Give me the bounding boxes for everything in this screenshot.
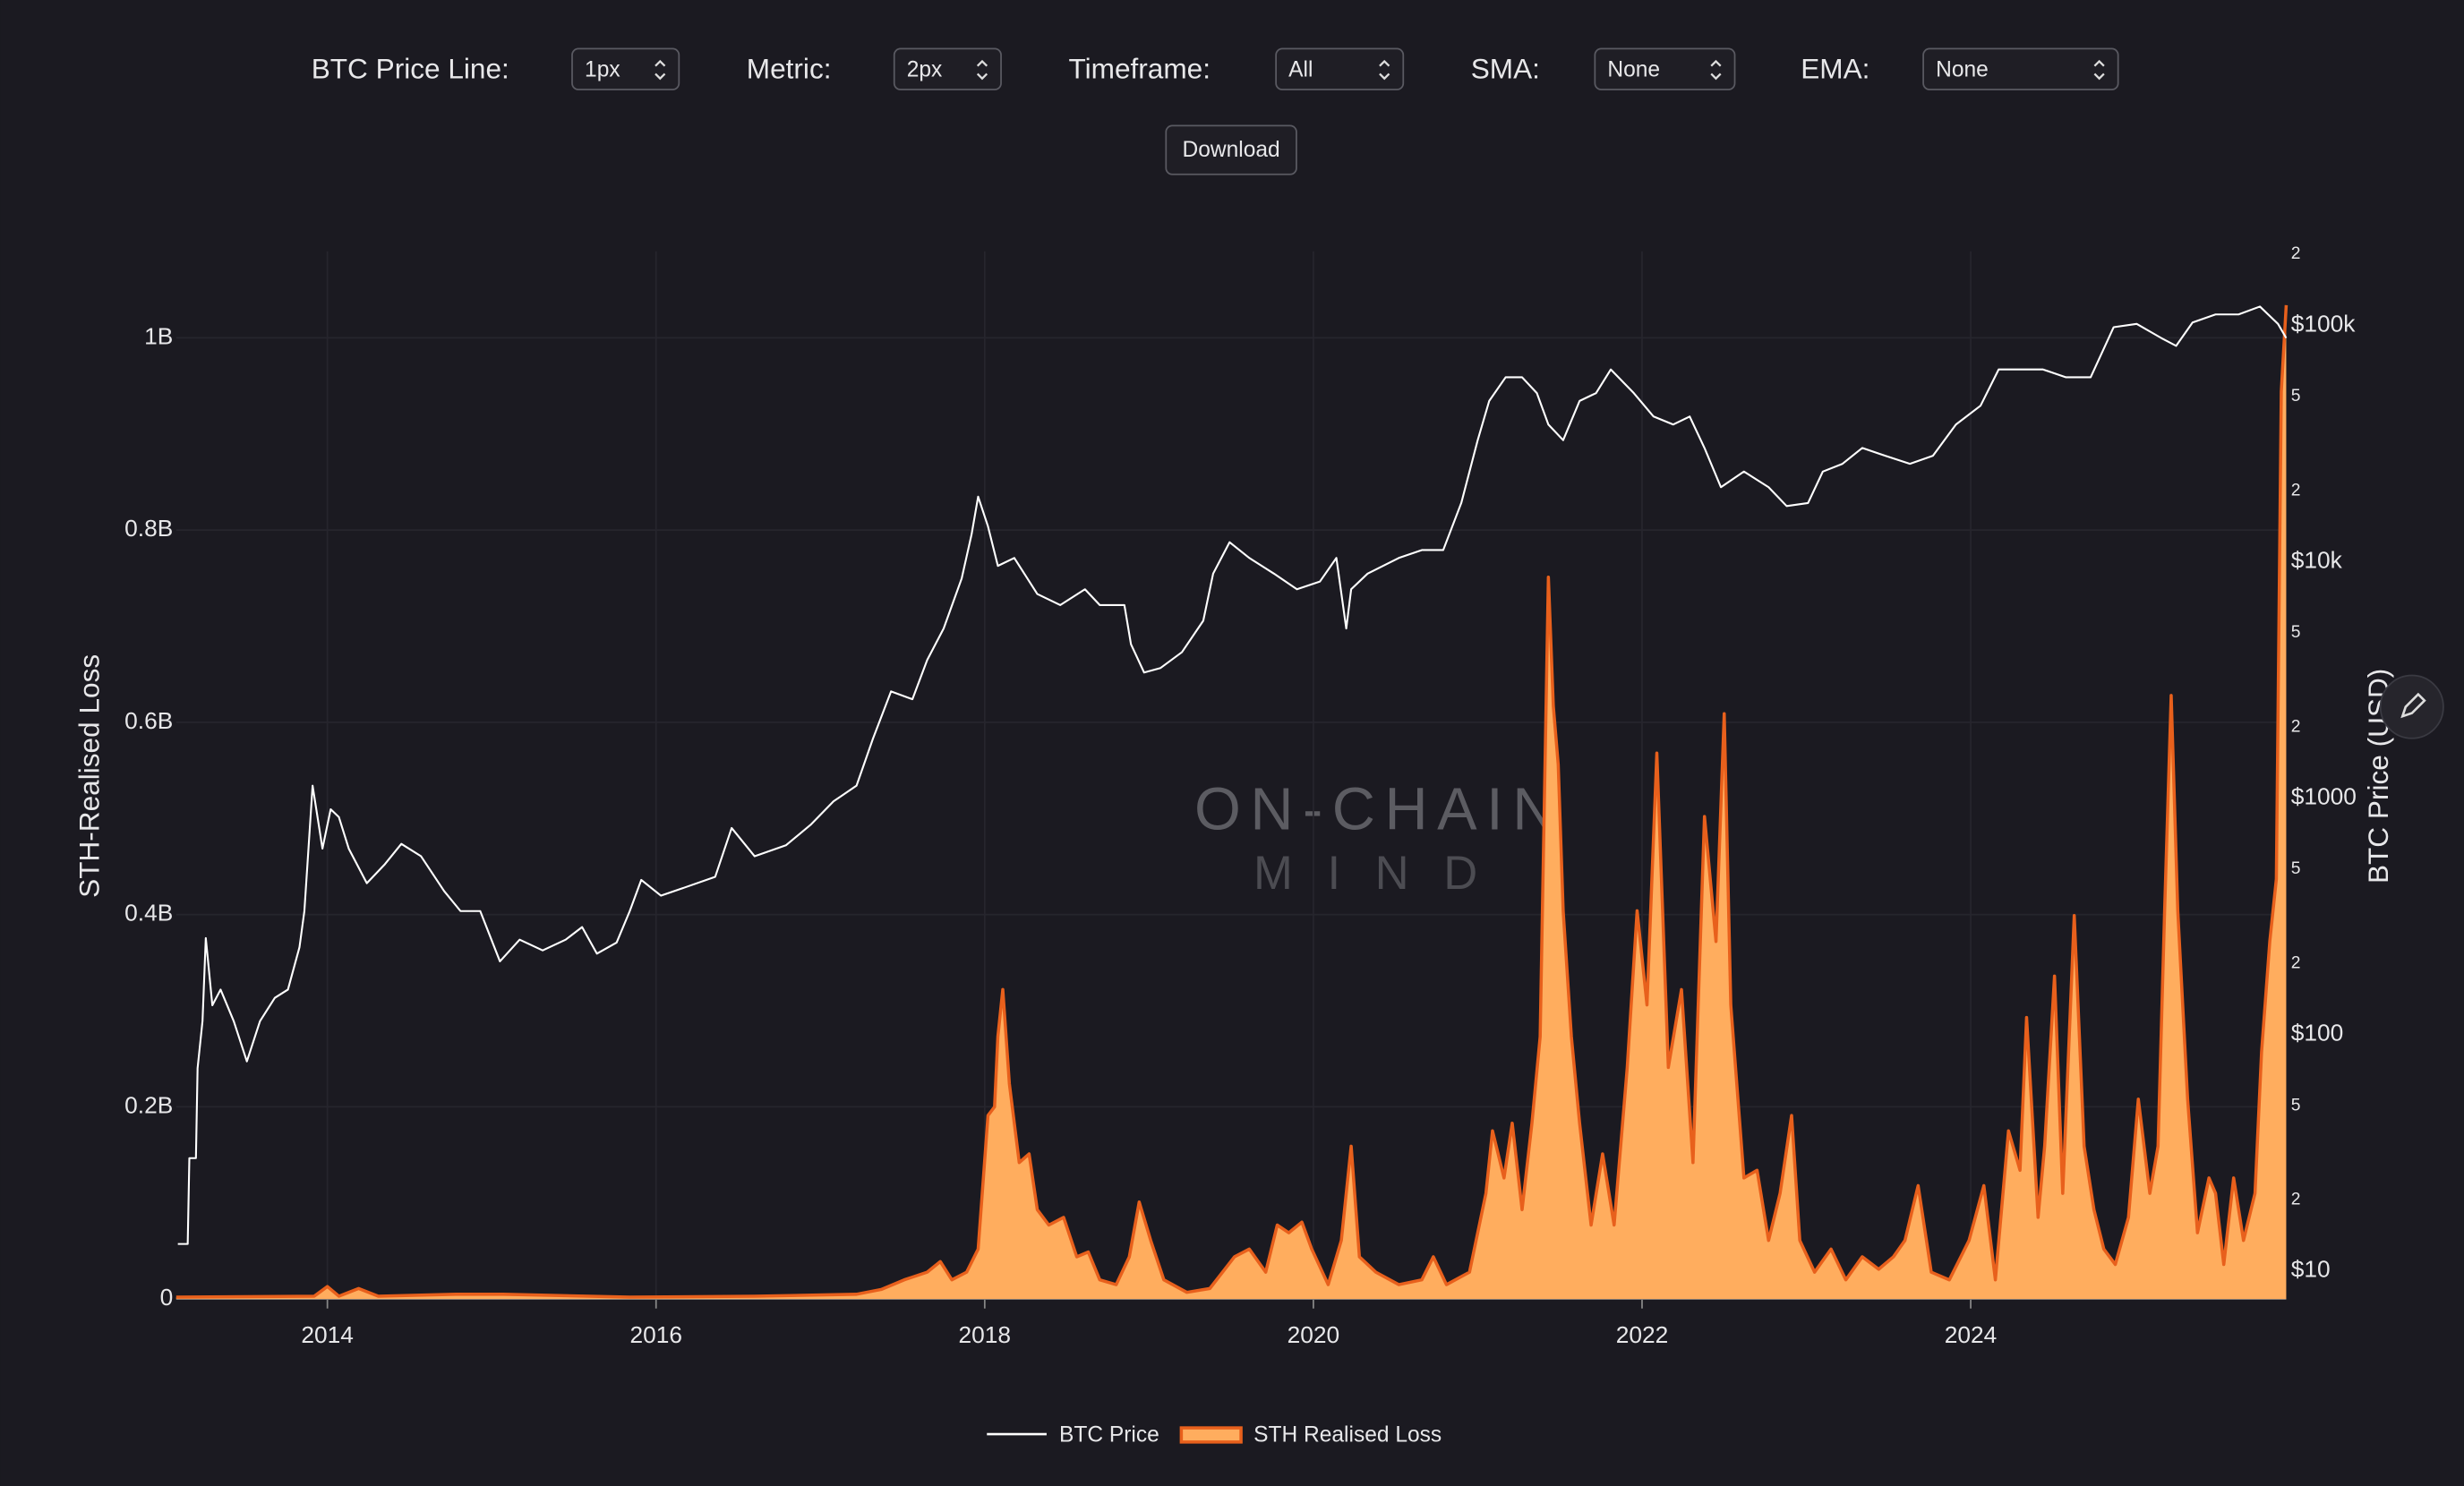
y-tick-label: 0.8B (124, 515, 173, 542)
control-label: EMA: (1801, 52, 1869, 84)
legend-label: BTC Price (1059, 1422, 1159, 1447)
select-arrows (1379, 59, 1390, 81)
select-value: 1px (585, 57, 620, 81)
select-value: None (1936, 57, 1989, 81)
control-label: SMA: (1471, 52, 1540, 84)
control-label: Metric: (747, 52, 832, 84)
control-label: Timeframe: (1069, 52, 1211, 84)
select-box[interactable] (893, 47, 1002, 90)
y2-tick-label: 2 (2291, 481, 2301, 500)
x-tick-label: 2020 (1288, 1321, 1340, 1348)
select-arrows (654, 59, 666, 81)
select-arrows (2093, 59, 2105, 81)
select-value: 2px (907, 57, 943, 81)
x-tick-label: 2016 (629, 1321, 682, 1348)
x-tick-label: 2022 (1616, 1321, 1669, 1348)
y2-tick-label: $100k (2291, 311, 2357, 337)
x-tick-label: 2014 (301, 1321, 354, 1348)
controls: BTC Price Line: 1px Metric: 2px Timeframe: Al… (312, 47, 2119, 90)
series-line (177, 305, 2288, 1245)
y-axis-label: STH-Realised Loss (73, 654, 105, 898)
legend-label: STH Realised Loss (1253, 1422, 1442, 1447)
edit-button[interactable] (2379, 674, 2444, 739)
edit-icon (2400, 692, 2426, 719)
select-value: All (1288, 57, 1313, 81)
select-arrows (976, 59, 988, 81)
y2-tick-label: $10k (2291, 547, 2343, 574)
select-box[interactable] (571, 47, 680, 90)
watermark: MIND (1253, 847, 1512, 900)
x-tick-label: 2024 (1945, 1321, 1998, 1348)
watermark: ON-CHAIN (1194, 777, 1565, 843)
y-tick-label: 0.2B (124, 1091, 173, 1118)
y2-tick-label: 5 (2291, 623, 2301, 642)
y2-tick-label: 2 (2291, 244, 2301, 263)
y-tick-label: 0.6B (124, 707, 173, 734)
y-tick-label: 0.4B (124, 900, 173, 927)
download-button[interactable] (1165, 124, 1297, 175)
y2-tick-label: 5 (2291, 1096, 2301, 1114)
series-line (175, 304, 2289, 1299)
y2-tick-label: 2 (2291, 717, 2301, 736)
select-value: None (1607, 57, 1660, 81)
area (175, 304, 2287, 1300)
select-box[interactable] (1275, 47, 1405, 90)
select-arrows (1710, 59, 1722, 81)
control-label: BTC Price Line: (312, 52, 509, 84)
x-tick-label: 2018 (959, 1321, 1012, 1348)
select-box[interactable] (1594, 47, 1736, 90)
legend-swatch (1179, 1426, 1243, 1444)
y2-tick-label: 5 (2291, 859, 2301, 878)
y-tick-label: 1B (144, 322, 173, 349)
y2-tick-label: $100 (2291, 1020, 2344, 1046)
y2-tick-label: $10 (2291, 1256, 2331, 1283)
y2-tick-label: $1000 (2291, 783, 2357, 810)
select-box[interactable] (1922, 47, 2119, 90)
y-tick-label: 0 (160, 1284, 174, 1311)
y2-tick-label: 5 (2291, 387, 2301, 406)
y2-tick-label: 2 (2291, 1190, 2301, 1208)
download-label: Download (1183, 138, 1280, 162)
y2-tick-label: 2 (2291, 953, 2301, 972)
